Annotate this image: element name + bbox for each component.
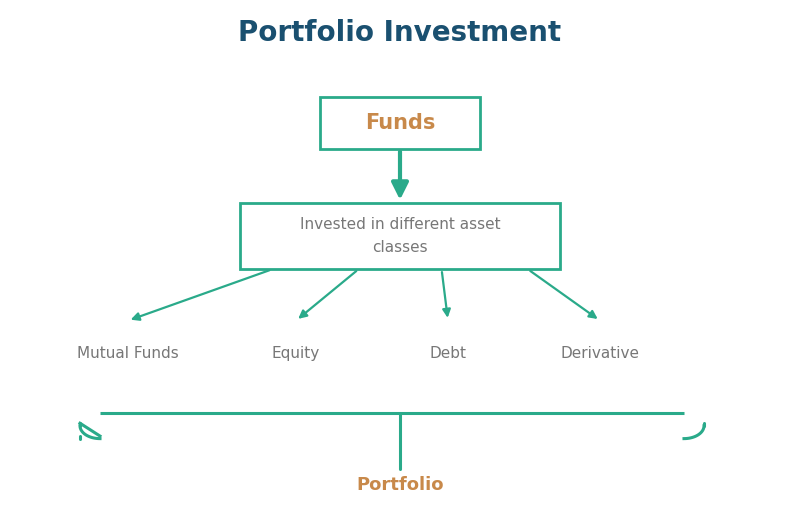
Text: Debt: Debt: [430, 346, 466, 361]
Text: Equity: Equity: [272, 346, 320, 361]
Text: Portfolio Investment: Portfolio Investment: [238, 19, 562, 47]
Text: Mutual Funds: Mutual Funds: [77, 346, 179, 361]
FancyBboxPatch shape: [240, 203, 560, 269]
FancyBboxPatch shape: [320, 97, 480, 149]
Text: Funds: Funds: [365, 113, 435, 133]
Text: Portfolio: Portfolio: [356, 476, 444, 494]
Text: Invested in different asset
classes: Invested in different asset classes: [300, 218, 500, 254]
Text: Derivative: Derivative: [561, 346, 639, 361]
